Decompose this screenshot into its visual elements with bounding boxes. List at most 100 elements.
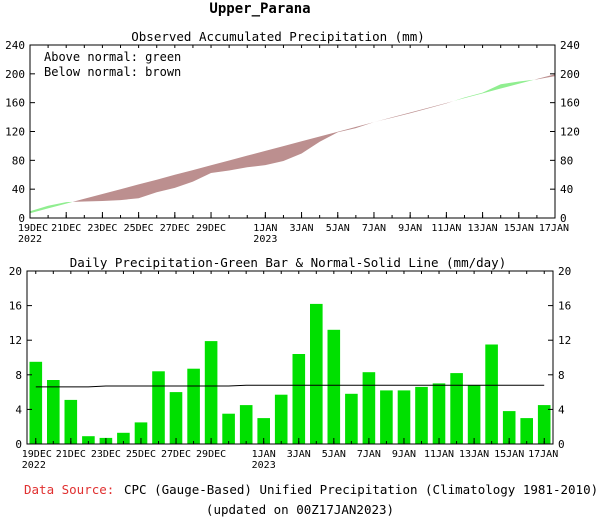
x-tick-sublabel: 2023 — [253, 234, 277, 245]
x-tick-label: 25DEC — [124, 223, 154, 234]
x-tick-label: 9JAN — [392, 449, 416, 460]
y-tick-label-right: 8 — [558, 369, 565, 382]
x-tick-label: 5JAN — [322, 449, 346, 460]
y-tick-label-left: 160 — [5, 97, 25, 110]
y-tick-label-right: 120 — [560, 126, 580, 139]
y-tick-label-right: 0 — [560, 212, 567, 225]
data-source-text: CPC (Gauge-Based) Unified Precipitation … — [124, 482, 598, 497]
x-tick-label: 15JAN — [504, 223, 534, 234]
normal-line — [35, 384, 545, 388]
accum-annotation-above: Above normal: green — [44, 50, 181, 64]
daily-precip-bar — [117, 432, 130, 444]
daily-precip-bar — [327, 329, 341, 444]
y-tick-label-left: 0 — [15, 438, 22, 451]
daily-precip-bar — [29, 361, 43, 444]
y-tick-label-left: 8 — [15, 369, 22, 382]
y-tick-label-right: 4 — [558, 403, 565, 416]
daily-precip-bar — [204, 341, 218, 444]
accum-chart-title: Observed Accumulated Precipitation (mm) — [131, 29, 425, 44]
daily-precip-bar — [345, 393, 358, 444]
x-tick-label: 5JAN — [326, 223, 350, 234]
daily-precip-bar — [397, 390, 411, 444]
x-tick-label: 3JAN — [290, 223, 314, 234]
data-source-label: Data Source: — [24, 482, 114, 497]
x-tick-label: 1JAN — [253, 223, 277, 234]
x-tick-label: 25DEC — [126, 449, 156, 460]
x-tick-label: 9JAN — [398, 223, 422, 234]
x-tick-label: 19DEC — [18, 223, 48, 234]
below-normal-area — [72, 122, 374, 202]
daily-precip-bar — [502, 411, 516, 444]
x-tick-label: 27DEC — [161, 449, 191, 460]
y-tick-label-left: 12 — [9, 334, 22, 347]
y-tick-label-right: 20 — [558, 265, 571, 278]
region-title: Upper_Parana — [209, 1, 310, 17]
x-tick-label: 13JAN — [468, 223, 498, 234]
y-tick-label-right: 12 — [558, 334, 571, 347]
daily-precip-bar — [187, 368, 200, 444]
above-normal-area — [453, 79, 534, 101]
y-tick-label-left: 0 — [18, 212, 25, 225]
daily-precip-bar — [82, 436, 95, 444]
x-tick-sublabel: 2023 — [252, 460, 276, 471]
x-tick-label: 21DEC — [56, 449, 86, 460]
y-tick-label-right: 40 — [560, 183, 573, 196]
above-normal-area — [30, 201, 73, 214]
daily-precip-bar — [292, 354, 306, 444]
daily-precip-bar — [485, 344, 498, 444]
x-tick-label: 23DEC — [91, 449, 121, 460]
daily-chart-title: Daily Precipitation-Green Bar & Normal-S… — [70, 255, 507, 270]
y-tick-label-right: 80 — [560, 154, 573, 167]
y-tick-label-left: 16 — [9, 300, 22, 313]
x-tick-label: 29DEC — [196, 223, 226, 234]
daily-precip-bar — [415, 386, 428, 444]
x-tick-label: 11JAN — [424, 449, 454, 460]
daily-precip-bar — [310, 303, 323, 444]
daily-precip-bar — [134, 422, 148, 444]
y-tick-label-left: 20 — [9, 265, 22, 278]
daily-precip-bar — [222, 413, 235, 444]
y-tick-label-right: 0 — [558, 438, 565, 451]
daily-precip-bar — [274, 394, 288, 444]
x-tick-label: 7JAN — [357, 449, 381, 460]
below-normal-area — [374, 101, 454, 123]
x-tick-label: 23DEC — [87, 223, 117, 234]
x-tick-label: 29DEC — [196, 449, 226, 460]
y-tick-label-right: 240 — [560, 39, 580, 52]
y-tick-label-left: 4 — [15, 403, 22, 416]
x-tick-label: 1JAN — [252, 449, 276, 460]
x-tick-label: 21DEC — [51, 223, 81, 234]
y-tick-label-left: 120 — [5, 126, 25, 139]
daily-precip-bar — [257, 418, 270, 444]
daily-precip-bar — [239, 405, 253, 444]
x-tick-label: 3JAN — [287, 449, 311, 460]
daily-precip-bar — [47, 380, 60, 444]
x-tick-label: 11JAN — [431, 223, 461, 234]
x-tick-sublabel: 2022 — [18, 234, 42, 245]
x-tick-label: 19DEC — [22, 449, 52, 460]
x-tick-label: 27DEC — [160, 223, 190, 234]
updated-text: (updated on 00Z17JAN2023) — [206, 502, 394, 517]
daily-precip-bar — [520, 418, 533, 444]
x-tick-label: 13JAN — [459, 449, 489, 460]
daily-plot-frame — [26, 270, 554, 445]
below-normal-area — [534, 74, 555, 80]
x-tick-sublabel: 2022 — [22, 460, 46, 471]
y-tick-label-right: 16 — [558, 300, 571, 313]
x-tick-label: 17JAN — [539, 223, 569, 234]
daily-precip-bar — [467, 385, 481, 444]
daily-precip-bar — [537, 405, 551, 444]
y-tick-label-left: 240 — [5, 39, 25, 52]
accum-annotation-below: Below normal: brown — [44, 65, 181, 79]
daily-precip-bar — [169, 392, 183, 444]
y-tick-label-left: 80 — [12, 154, 25, 167]
y-tick-label-right: 200 — [560, 68, 580, 81]
y-tick-label-right: 160 — [560, 97, 580, 110]
y-tick-label-left: 200 — [5, 68, 25, 81]
x-tick-label: 17JAN — [528, 449, 558, 460]
x-tick-label: 15JAN — [494, 449, 524, 460]
daily-precip-bar — [432, 383, 446, 444]
